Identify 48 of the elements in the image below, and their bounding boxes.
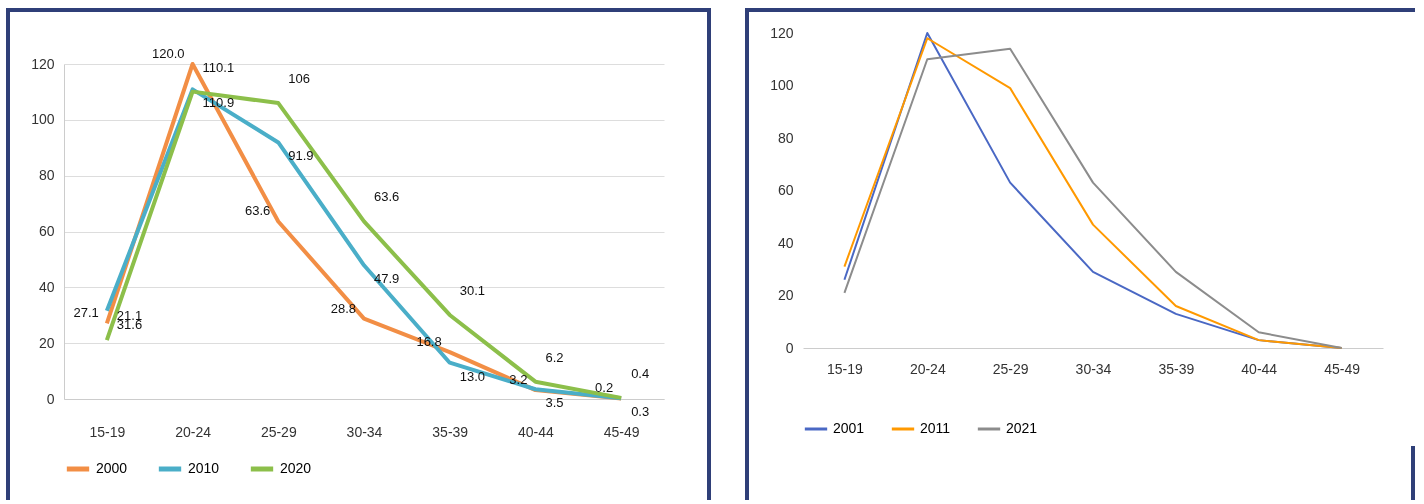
y-tick-label: 100	[770, 77, 794, 93]
y-tick-label: 120	[770, 24, 794, 41]
data-label: 0.3	[631, 404, 650, 420]
legend-label: 2010	[188, 460, 220, 476]
data-label: 110.1	[202, 59, 235, 75]
legend-label: 2011	[920, 420, 951, 436]
y-tick-label: 0	[46, 390, 55, 407]
data-label: 120.0	[152, 46, 185, 61]
legend-label: 2021	[1006, 420, 1038, 436]
x-tick-label: 35-39	[1158, 360, 1195, 377]
y-tick-label: 20	[38, 334, 55, 351]
data-label: 3.5	[545, 395, 564, 411]
y-tick-label: 60	[777, 182, 794, 198]
data-label: 0.4	[631, 365, 650, 381]
y-tick-label: 0	[785, 339, 794, 356]
x-tick-label: 35-39	[432, 423, 469, 440]
data-label: 91.9	[288, 148, 314, 164]
y-tick-label: 40	[38, 278, 55, 295]
x-tick-label: 30-34	[346, 423, 383, 440]
x-tick-label: 25-29	[992, 360, 1029, 377]
y-tick-label: 60	[38, 223, 55, 239]
legend-label: 2020	[280, 460, 312, 476]
y-tick-label: 40	[777, 234, 794, 251]
data-label: 63.6	[244, 203, 271, 219]
data-label: 27.1	[73, 305, 99, 321]
x-tick-label: 45-49	[603, 423, 640, 440]
y-tick-label: 80	[777, 129, 794, 146]
x-tick-label: 20-24	[175, 423, 212, 440]
data-label: 6.2	[545, 349, 564, 365]
x-tick-label: 15-19	[827, 360, 864, 377]
y-tick-label: 20	[777, 287, 794, 303]
x-tick-label: 25-29	[260, 423, 297, 440]
legend-label: 2000	[96, 460, 128, 476]
y-tick-label: 120	[31, 55, 55, 72]
data-label: 30.1	[459, 282, 486, 298]
data-label: 13.0	[459, 368, 486, 384]
data-label: 106	[288, 71, 310, 87]
data-label: 0.2	[595, 380, 614, 396]
x-tick-label: 30-34	[1075, 360, 1112, 377]
x-tick-label: 40-44	[1241, 360, 1278, 377]
data-label: 63.6	[374, 189, 400, 205]
x-tick-label: 20-24	[909, 360, 946, 377]
y-tick-label: 80	[38, 167, 55, 184]
x-tick-label: 40-44	[518, 423, 555, 440]
legend-label: 2001	[833, 420, 865, 436]
x-tick-label: 45-49	[1324, 360, 1361, 377]
x-tick-label: 15-19	[89, 423, 126, 440]
y-tick-label: 100	[31, 111, 55, 128]
